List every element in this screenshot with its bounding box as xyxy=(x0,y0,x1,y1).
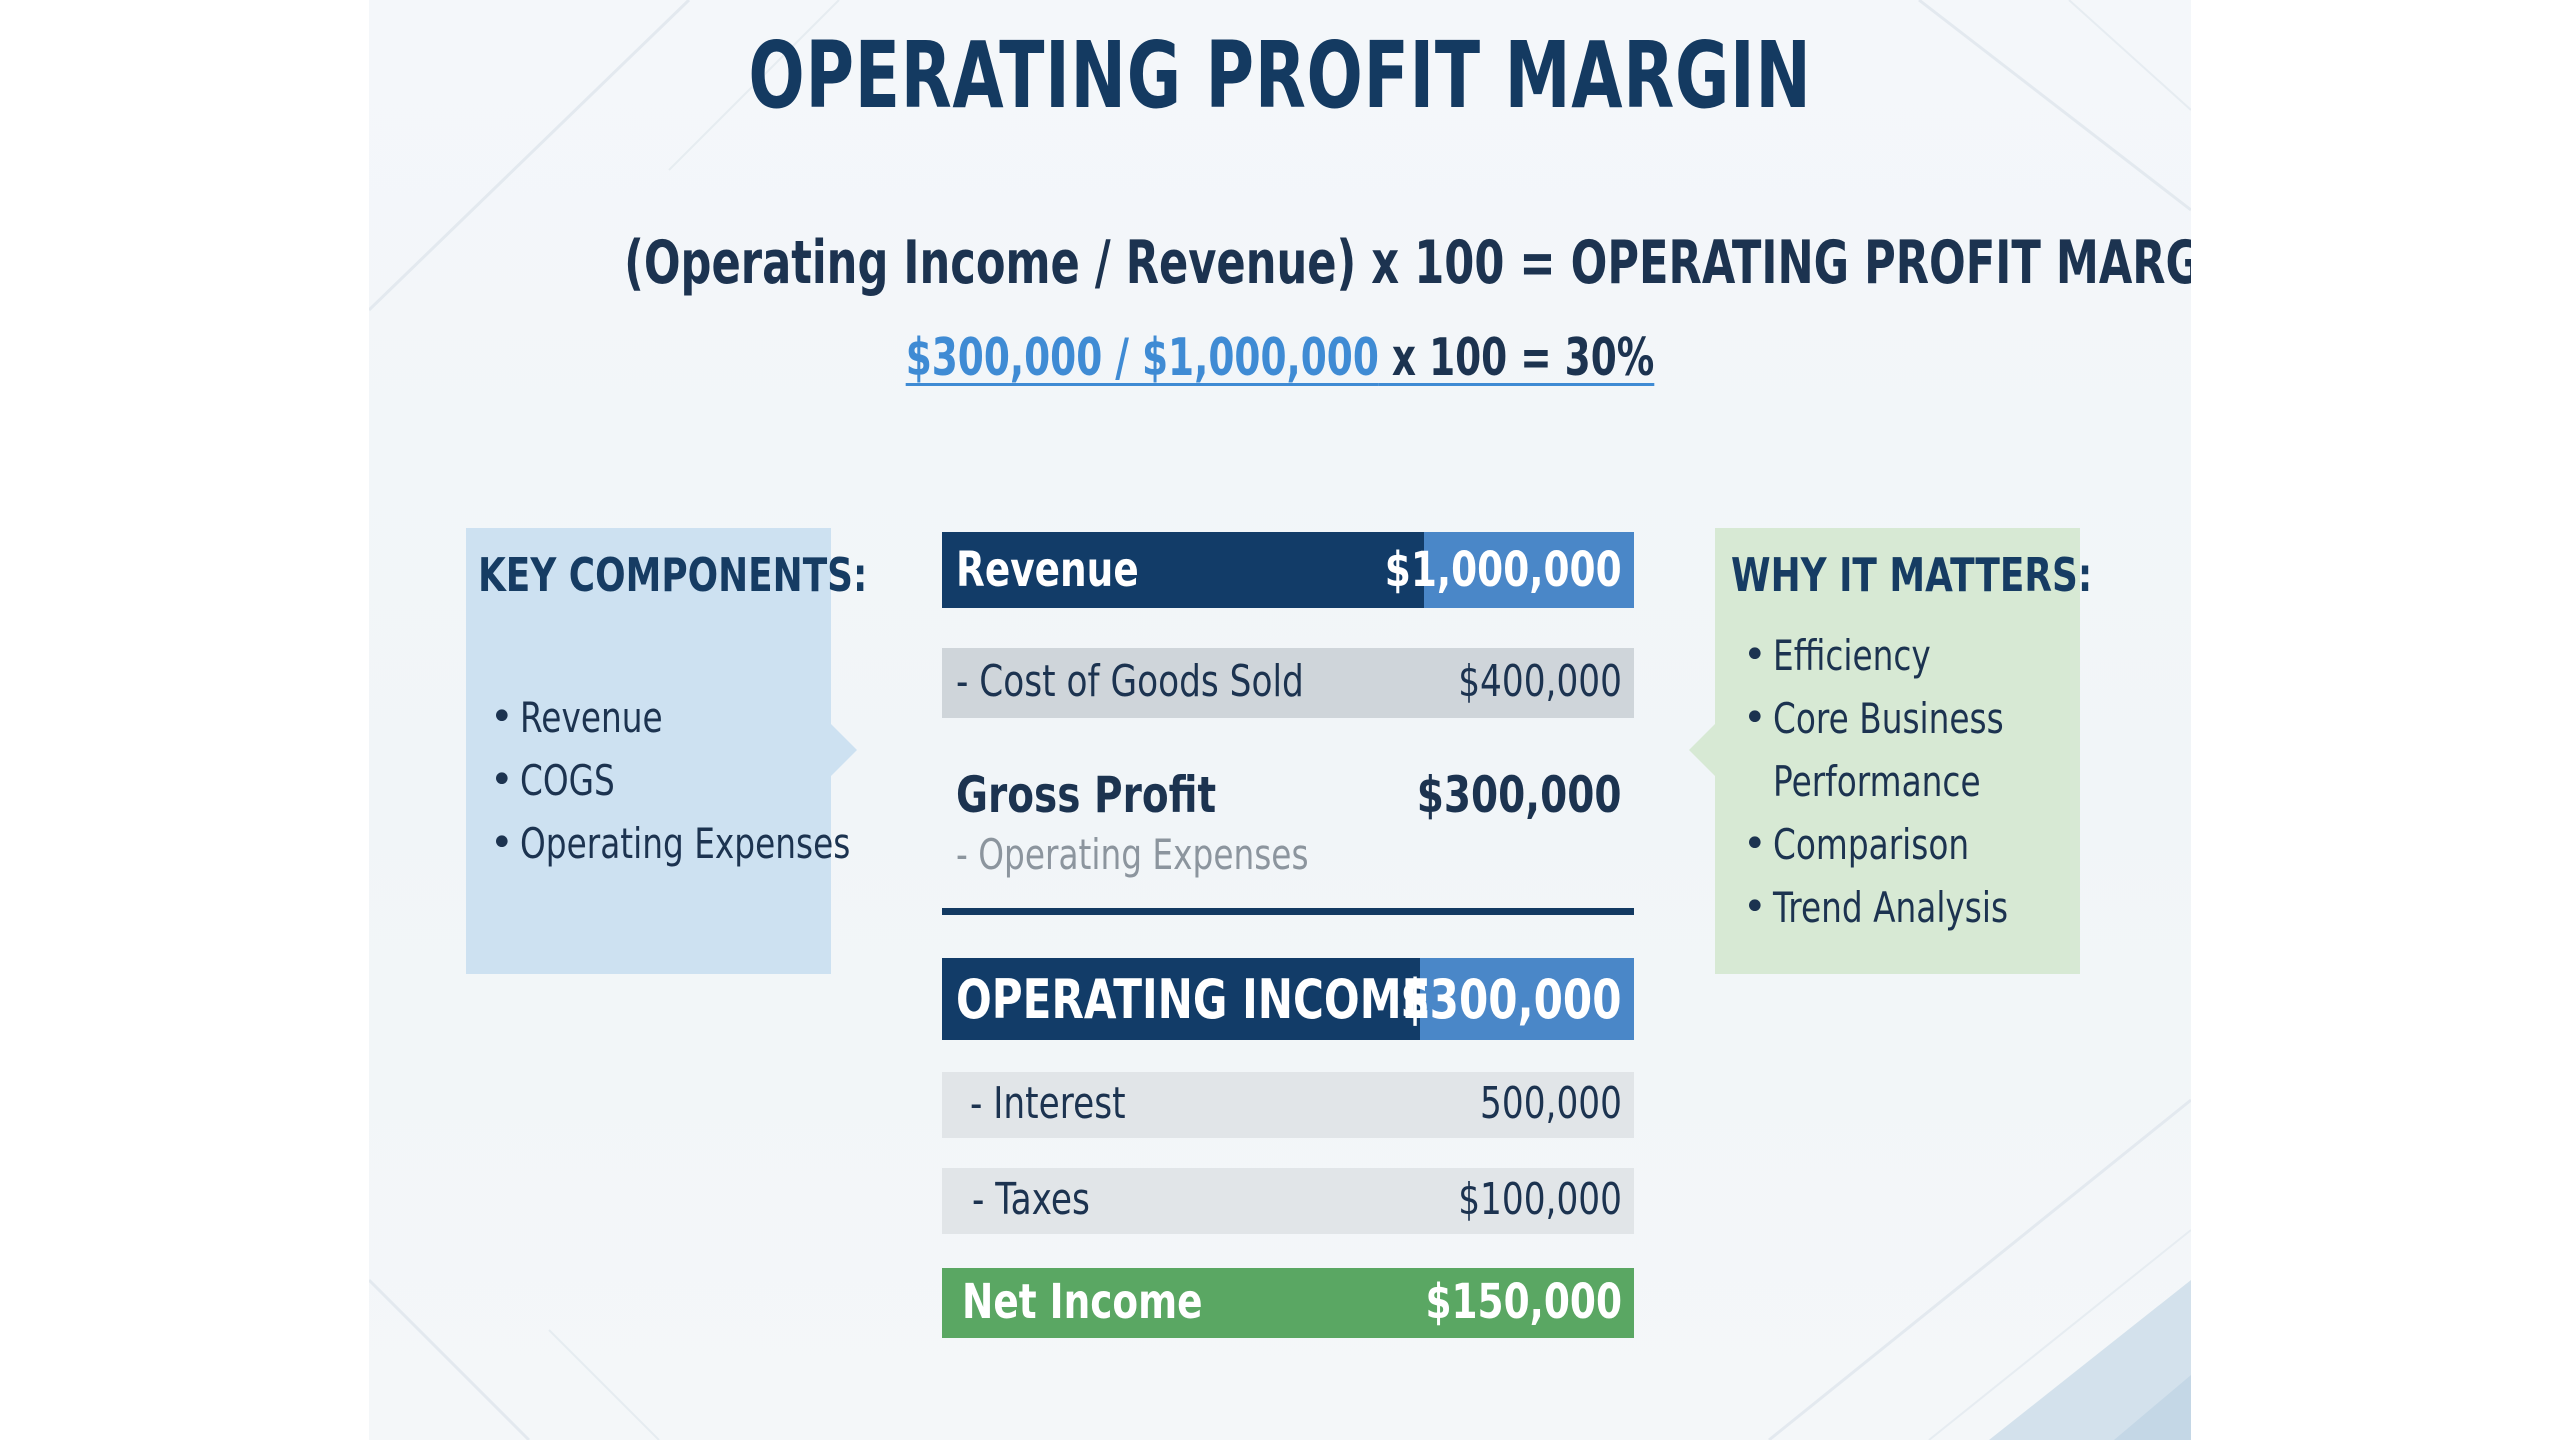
why-it-matters-title: WHY IT MATTERS: xyxy=(1731,548,2093,602)
cogs-value: $400,000 xyxy=(1458,656,1622,707)
interest-row: - Interest 500,000 xyxy=(942,1072,1634,1138)
gross-profit-row: Gross Profit $300,000 xyxy=(942,762,1634,838)
gross-profit-label: Gross Profit xyxy=(956,766,1217,824)
list-item: Comparison xyxy=(1743,813,2113,876)
interest-label: - Interest xyxy=(970,1078,1126,1129)
revenue-value: $1,000,000 xyxy=(1385,542,1622,598)
list-item: Trend Analysis xyxy=(1743,876,2113,939)
net-income-label: Net Income xyxy=(962,1274,1203,1330)
list-item: Core Business Performance xyxy=(1743,687,2113,813)
taxes-value: $100,000 xyxy=(1458,1174,1622,1225)
net-income-row: Net Income $150,000 xyxy=(942,1268,1634,1338)
revenue-value-box xyxy=(1424,532,1634,608)
slide-title: OPERATING PROFIT MARGIN xyxy=(748,22,1812,129)
operating-expenses-row: - Operating Expenses xyxy=(942,830,1634,890)
list-item: Revenue xyxy=(490,686,943,749)
formula: (Operating Income / Revenue) x 100 = OPE… xyxy=(624,228,2191,298)
why-it-matters-list: Efficiency Core Business Performance Com… xyxy=(1743,624,2113,939)
cogs-label: - Cost of Goods Sold xyxy=(956,656,1304,707)
key-components-list: Revenue COGS Operating Expenses xyxy=(490,686,943,875)
key-components-title: KEY COMPONENTS: xyxy=(478,548,868,602)
interest-value: 500,000 xyxy=(1480,1078,1622,1129)
list-item: Efficiency xyxy=(1743,624,2113,687)
taxes-row: - Taxes $100,000 xyxy=(942,1168,1634,1234)
operating-expenses-label: - Operating Expenses xyxy=(956,830,1309,879)
slide: OPERATING PROFIT MARGIN (Operating Incom… xyxy=(369,0,2191,1440)
divider-line xyxy=(942,908,1634,915)
operating-income-value: $300,000 xyxy=(1400,968,1622,1031)
operating-income-label: OPERATING INCOME xyxy=(956,968,1431,1031)
operating-income-row: OPERATING INCOME $300,000 xyxy=(942,958,1634,1040)
operating-income-value-box xyxy=(1420,958,1634,1040)
example-ratio: $300,000 / $1,000,000 xyxy=(905,328,1379,388)
revenue-label: Revenue xyxy=(956,542,1139,598)
revenue-row: Revenue $1,000,000 xyxy=(942,532,1634,608)
taxes-label: - Taxes xyxy=(972,1174,1090,1225)
cogs-row: - Cost of Goods Sold $400,000 xyxy=(942,648,1634,718)
key-components-panel: KEY COMPONENTS: Revenue COGS Operating E… xyxy=(466,528,867,974)
example-result: x 100 = 30% xyxy=(1378,328,1655,388)
background-decoration xyxy=(369,0,2191,1440)
example-calculation: $300,000 / $1,000,000 x 100 = 30% xyxy=(624,328,1936,388)
list-item: COGS xyxy=(490,749,943,812)
why-it-matters-panel: WHY IT MATTERS: Efficiency Core Business… xyxy=(1689,528,2092,974)
net-income-value: $150,000 xyxy=(1425,1274,1622,1330)
gross-profit-value: $300,000 xyxy=(1417,766,1622,824)
list-item: Operating Expenses xyxy=(490,812,943,875)
